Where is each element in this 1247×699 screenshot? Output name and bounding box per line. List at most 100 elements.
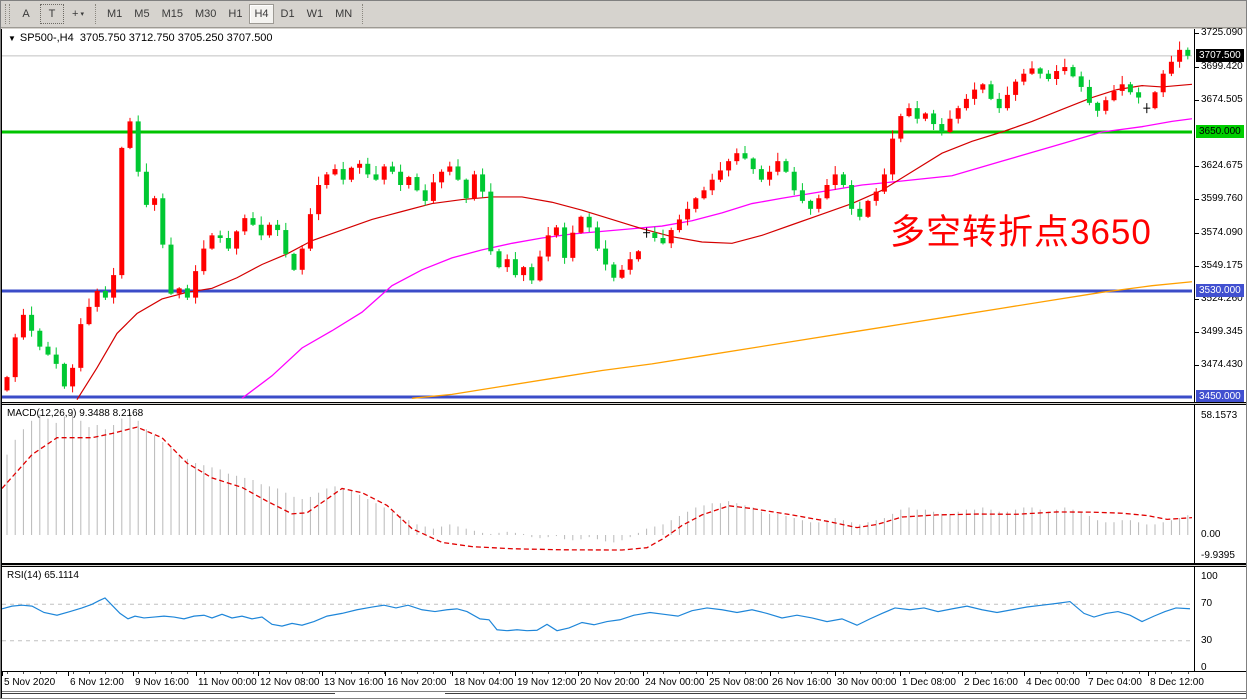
price-level-tag: 3650.000 [1196,125,1244,138]
time-minor-tick [204,672,205,674]
chart-title: ▼ SP500-,H4 3705.750 3712.750 3705.250 37… [8,32,273,44]
time-minor-tick [1122,672,1123,674]
timeframe-button-d1[interactable]: D1 [280,8,295,20]
timeframe-button-m30[interactable]: M30 [194,8,217,20]
time-tick [322,672,323,676]
time-minor-tick [532,672,533,674]
time-minor-tick [614,672,615,674]
time-minor-tick [351,672,352,674]
price-tick-label: 3599.760 [1201,193,1243,204]
time-label: 11 Nov 00:00 [198,677,257,688]
macd-indicator-label: MACD(12,26,9) 9.3488 8.2168 [7,408,144,419]
price-tick-label: 3674.505 [1201,94,1243,105]
time-minor-tick [565,672,566,674]
time-label: 30 Nov 00:00 [837,677,897,688]
crosshair-icon: + [72,8,79,20]
price-axis-spine [1194,29,1195,402]
time-label: 13 Nov 16:00 [324,677,384,688]
collapse-triangle-icon[interactable]: ▼ [8,34,16,43]
panel-splitter[interactable] [2,564,1246,566]
time-minor-tick [1171,672,1172,674]
time-tick [515,672,516,676]
time-label: 9 Nov 16:00 [135,677,189,688]
time-minor-tick [269,672,270,674]
time-minor-tick [827,672,828,674]
time-minor-tick [761,672,762,674]
chart-window: ▼ SP500-,H4 3705.750 3712.750 3705.250 37… [1,27,1246,698]
macd-axis-spine [1194,405,1195,563]
time-minor-tick [401,672,402,674]
price-tick-label: 3474.430 [1201,359,1243,370]
time-minor-tick [187,672,188,674]
time-minor-tick [319,672,320,674]
toolbar-separator [362,4,364,24]
price-tick [1195,299,1199,300]
time-minor-tick [843,672,844,674]
time-tick [196,672,197,676]
time-minor-tick [253,672,254,674]
time-minor-tick [384,672,385,674]
time-minor-tick [975,672,976,674]
time-tick [133,672,134,676]
timeframe-button-h4[interactable]: H4 [249,4,274,24]
time-minor-tick [696,672,697,674]
time-label: 18 Nov 04:00 [454,677,514,688]
price-tick-label: 3549.175 [1201,260,1243,271]
time-minor-tick [368,672,369,674]
annotate-text-button[interactable]: A [22,8,30,20]
scrollbar-segment[interactable] [445,693,1246,698]
price-tick-label: 3699.420 [1201,61,1243,72]
timeframe-button-mn[interactable]: MN [335,8,353,20]
price-tick [1195,365,1199,366]
price-tick [1195,67,1199,68]
rsi-axis-spine [1194,567,1195,671]
time-label: 5 Nov 2020 [4,677,56,688]
price-tick-label: 3624.675 [1201,160,1243,171]
time-minor-tick [1089,672,1090,674]
macd-axis-label: 58.1573 [1201,410,1238,421]
price-tick-label: 3574.090 [1201,227,1243,238]
time-minor-tick [286,672,287,674]
time-minor-tick [73,672,74,674]
price-tick [1195,33,1199,34]
time-minor-tick [450,672,451,674]
timeframe-button-m5[interactable]: M5 [134,8,150,20]
timeframe-button-h1[interactable]: H1 [228,8,243,20]
text-label-button[interactable]: T [40,4,64,24]
bottom-scrollbar-strip[interactable] [2,691,1246,698]
toolbar-separator [95,4,97,24]
time-minor-tick [630,672,631,674]
time-minor-tick [729,672,730,674]
time-minor-tick [1007,672,1008,674]
chart-annotation-text: 多空转折点3650 [890,213,1152,252]
scrollbar-segment[interactable] [2,693,335,698]
crosshair-tool-button[interactable]: + ▾ [66,4,90,24]
time-tick [1148,672,1149,676]
time-minor-tick [1073,672,1074,674]
time-label: 2 Dec 16:00 [964,677,1018,688]
price-tick [1195,199,1199,200]
time-minor-tick [1040,672,1041,674]
time-minor-tick [876,672,877,674]
time-minor-tick [893,672,894,674]
timeframe-button-m15[interactable]: M15 [161,8,183,20]
time-tick [707,672,708,676]
time-minor-tick [335,672,336,674]
time-tick [2,672,3,676]
panel-splitter[interactable] [2,402,1246,404]
time-axis: 5 Nov 2020 6 Nov 12:00 9 Nov 16:00 11 Nov 0… [2,672,1246,691]
time-minor-tick [302,672,303,674]
chevron-down-icon[interactable]: ▾ [80,11,84,18]
macd-axis-label: 0.00 [1201,529,1221,540]
candlestick-chart [2,41,1192,400]
time-minor-tick [548,672,549,674]
ohlc-values: 3705.750 3712.750 3705.250 3707.500 [79,32,273,44]
toolbar-grip[interactable] [5,4,10,24]
price-level-tag: 3450.000 [1196,390,1244,403]
timeframe-button-w1[interactable]: W1 [306,8,324,20]
time-label: 7 Dec 04:00 [1088,677,1142,688]
timeframe-button-m1[interactable]: M1 [107,8,123,20]
time-tick [643,672,644,676]
rsi-chart [2,597,1192,642]
